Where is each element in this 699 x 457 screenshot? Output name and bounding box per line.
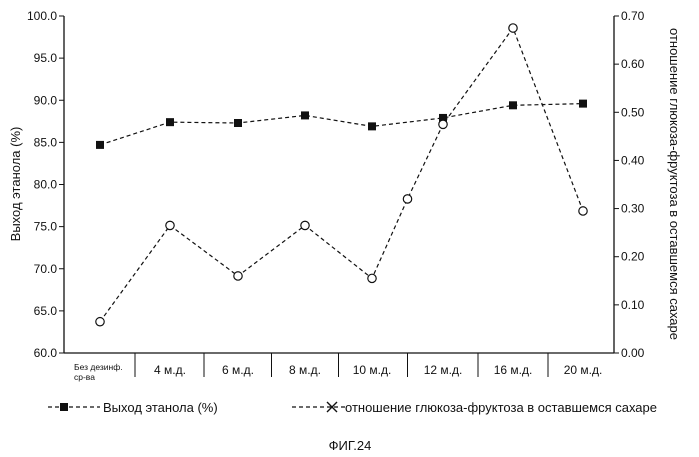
right-tick-label: 0.20 (621, 250, 645, 264)
right-axis-title: отношение глюкоза-фруктоза в оставшемся … (667, 28, 682, 340)
ratio-point (166, 221, 174, 229)
ratio-point (96, 318, 104, 326)
left-tick-label: 65.0 (34, 304, 58, 318)
left-tick-label: 100.0 (27, 9, 57, 23)
x-tick-label: 20 м.д. (564, 363, 603, 377)
figure-caption: ФИГ.24 (329, 438, 372, 453)
right-tick-label: 0.70 (621, 9, 645, 23)
x-tick-label: 12 м.д. (424, 363, 463, 377)
ethanol-yield-point (234, 119, 242, 127)
legend-item-glucose-fructose: отношение глюкоза-фруктоза в оставшемся … (292, 400, 657, 415)
ethanol-yield-point (301, 111, 309, 119)
ratio-point (579, 207, 587, 215)
right-tick-label: 0.00 (621, 346, 645, 360)
axis-ticks: 60.0 65.0 70.0 75.0 80.0 85.0 90.0 95.0 100.0 0.0… (27, 9, 645, 382)
left-tick-label: 70.0 (34, 262, 58, 276)
right-tick-label: 0.10 (621, 298, 645, 312)
legend-square-marker-icon (60, 403, 68, 411)
right-tick-label: 0.30 (621, 202, 645, 216)
ratio-point (439, 120, 447, 128)
series-markers (96, 24, 587, 326)
x-tick-label: 6 м.д. (222, 363, 254, 377)
ratio-point (403, 195, 411, 203)
series-line-1 (100, 28, 583, 322)
ethanol-yield-point (96, 141, 104, 149)
x-tick-label: 10 м.д. (353, 363, 392, 377)
legend-label-ratio: отношение глюкоза-фруктоза в оставшемся … (345, 400, 657, 415)
x-tick-label: Без дезинф. (74, 362, 123, 372)
right-tick-label: 0.60 (621, 57, 645, 71)
legend-label-ethanol: Выход этанола (%) (103, 400, 218, 415)
x-tick-label: 8 м.д. (289, 363, 321, 377)
axes (64, 16, 614, 353)
x-tick-label: 16 м.д. (494, 363, 533, 377)
left-tick-label: 85.0 (34, 135, 58, 149)
left-tick-label: 90.0 (34, 93, 58, 107)
legend-item-ethanol-yield: Выход этанола (%) (48, 400, 218, 415)
left-tick-label: 75.0 (34, 220, 58, 234)
x-tick-label: 4 м.д. (154, 363, 186, 377)
series-lines (100, 28, 583, 322)
ratio-point (301, 221, 309, 229)
right-tick-label: 0.40 (621, 153, 645, 167)
ethanol-yield-point (579, 100, 587, 108)
left-tick-label: 95.0 (34, 51, 58, 65)
ethanol-yield-point (509, 101, 517, 109)
right-tick-label: 0.50 (621, 105, 645, 119)
left-axis-title: Выход этанола (%) (8, 127, 23, 242)
ethanol-yield-point (166, 118, 174, 126)
ratio-point (509, 24, 517, 32)
ethanol-yield-point (368, 122, 376, 130)
ratio-point (234, 272, 242, 280)
left-tick-label: 80.0 (34, 178, 58, 192)
left-tick-label: 60.0 (34, 346, 58, 360)
ratio-point (368, 274, 376, 282)
legend: Выход этанола (%) отношение глюкоза-фрук… (48, 400, 657, 415)
x-tick-label: ср-ва (74, 372, 95, 382)
